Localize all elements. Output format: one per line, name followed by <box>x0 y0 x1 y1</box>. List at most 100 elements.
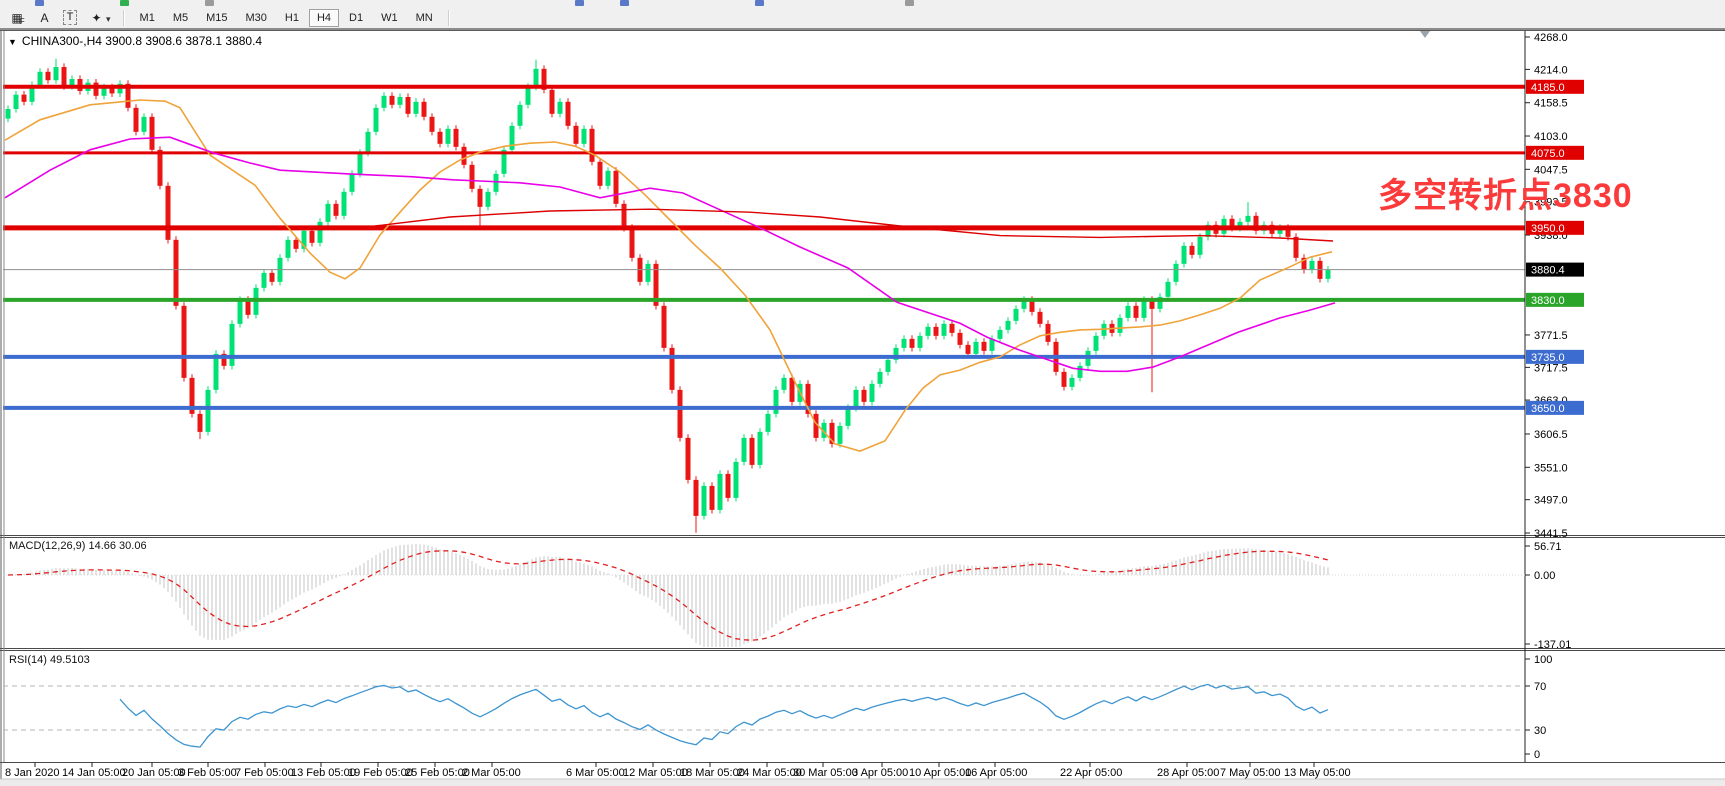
macd-indicator-label: MACD(12,26,9) 14.66 30.06 <box>9 540 147 552</box>
tf-button-m30[interactable]: M30 <box>245 11 267 24</box>
dropdown-caret-icon[interactable]: ▾ <box>106 14 111 24</box>
date-tick-label: 14 Jan 05:00 <box>62 767 126 779</box>
price-tick-label: 3606.5 <box>1534 429 1568 441</box>
date-tick-label: 7 May 05:00 <box>1220 767 1281 779</box>
toolbar-fragment <box>620 0 629 6</box>
date-tick-label: 19 Feb 05:00 <box>348 767 413 779</box>
tf-button-h4[interactable]: H4 <box>308 8 340 27</box>
price-tag: 3880.4 <box>1526 262 1584 277</box>
chart-window-border <box>0 28 1725 30</box>
toolbar-fragment <box>575 0 584 6</box>
date-tick-label: 13 Feb 05:00 <box>291 767 356 779</box>
date-tick-label: 3 Apr 05:00 <box>852 767 908 779</box>
symbol-caret-icon[interactable]: ▼ <box>8 37 17 47</box>
date-tick-label: 20 Jan 05:00 <box>122 767 186 779</box>
chart-shift-marker[interactable] <box>1420 31 1430 38</box>
panel-separators <box>0 31 1725 786</box>
macd-axis-label: 0.00 <box>1534 570 1555 582</box>
chart-title: ▼ CHINA300-,H4 3900.8 3908.6 3878.1 3880.… <box>8 34 262 48</box>
svg-text:3735.0: 3735.0 <box>1531 352 1565 364</box>
date-tick-label: 25 Feb 05:00 <box>405 767 470 779</box>
macd-signal-line <box>7 550 1329 641</box>
date-tick-label: 8 Jan 2020 <box>5 767 59 779</box>
drawing-tools-group: ▦ F A T ✦ <box>6 9 110 27</box>
svg-text:3880.4: 3880.4 <box>1531 265 1565 277</box>
rsi-axis-label: 0 <box>1534 749 1540 761</box>
candlestick-series[interactable] <box>5 58 1331 533</box>
cropped-toolbar-row <box>0 0 1725 7</box>
date-tick-label: 2 Mar 05:00 <box>462 767 521 779</box>
tf-button-w1[interactable]: W1 <box>381 11 398 24</box>
chart-window-border <box>0 30 1725 31</box>
svg-text:3650.0: 3650.0 <box>1531 403 1565 415</box>
price-tick-label: 4214.0 <box>1534 64 1568 76</box>
svg-text:3830.0: 3830.0 <box>1531 295 1565 307</box>
price-tick-label: 3717.5 <box>1534 362 1568 374</box>
price-tag: 4075.0 <box>1526 145 1584 160</box>
chart-text-annotation[interactable]: 多空转折点3830 <box>1378 177 1633 215</box>
tf-button-d1[interactable]: D1 <box>349 11 364 24</box>
orange-ma-line <box>4 99 1333 452</box>
price-tick-label: 4103.0 <box>1534 131 1568 143</box>
date-tick-label: 13 May 05:00 <box>1284 767 1351 779</box>
rsi-indicator-label: RSI(14) 49.5103 <box>9 654 90 666</box>
main-toolbar: ▦ F A T ✦ ▾ M1 M5 M15 M30 H1 H4 D1 W1 MN <box>0 7 1725 28</box>
price-tick-label: 4268.0 <box>1534 32 1568 44</box>
toolbar-separator <box>447 9 450 26</box>
horizontal-level-lines[interactable] <box>3 84 1525 410</box>
text-tool-icon[interactable]: T <box>58 9 82 27</box>
date-tick-label: 24 Mar 05:00 <box>737 767 802 779</box>
timeframe-button-group: M1 M5 M15 M30 H1 H4 D1 W1 MN <box>131 8 442 27</box>
price-tick-label: 4047.5 <box>1534 164 1568 176</box>
tf-button-mn[interactable]: MN <box>415 11 433 24</box>
price-tag: 3650.0 <box>1526 400 1584 415</box>
svg-text:4185.0: 4185.0 <box>1531 82 1565 94</box>
macd-panel[interactable]: 56.71 0.00 -137.01 <box>3 541 1571 651</box>
date-tick-label: 3 Feb 05:00 <box>178 767 237 779</box>
rsi-line <box>119 683 1329 748</box>
svg-text:3950.0: 3950.0 <box>1531 223 1565 235</box>
date-tick-label: 18 Mar 05:00 <box>680 767 745 779</box>
date-tick-label: 10 Apr 05:00 <box>909 767 971 779</box>
toolbar-separator <box>122 9 125 26</box>
price-tag: 3735.0 <box>1526 349 1584 364</box>
toolbar-fragment <box>35 0 44 6</box>
date-tick-label: 30 Mar 05:00 <box>793 767 858 779</box>
letter-a-icon[interactable]: A <box>40 10 48 25</box>
chart-window-icon[interactable]: ▦ F <box>11 10 25 26</box>
macd-axis-label: -137.01 <box>1534 639 1571 651</box>
price-tick-label: 3551.0 <box>1534 462 1568 474</box>
toolbar-fragment <box>755 0 764 6</box>
price-tick-label: 3441.5 <box>1534 528 1568 540</box>
price-axis[interactable]: 4268.04214.04158.54103.04047.53993.53938… <box>1524 31 1568 762</box>
rsi-axis-label: 70 <box>1534 681 1546 693</box>
tf-button-m5[interactable]: M5 <box>172 11 189 24</box>
magenta-ma-line <box>4 136 1336 373</box>
moving-averages <box>4 99 1336 452</box>
objects-icon[interactable]: ✦ <box>91 10 101 25</box>
tf-button-h1[interactable]: H1 <box>284 11 299 24</box>
red-ma-line <box>374 208 1334 242</box>
toolbar-fragment <box>905 0 914 6</box>
rsi-axis-label: 100 <box>1534 654 1552 666</box>
macd-axis-label: 56.71 <box>1534 541 1562 553</box>
svg-text:4075.0: 4075.0 <box>1531 148 1565 160</box>
date-tick-label: 12 Mar 05:00 <box>623 767 688 779</box>
rsi-panel[interactable]: 100 70 30 0 <box>3 654 1552 761</box>
price-tag: 3830.0 <box>1526 292 1584 307</box>
chart-title-text: CHINA300-,H4 3900.8 3908.6 3878.1 3880.4 <box>21 34 263 48</box>
rsi-axis-label: 30 <box>1534 725 1546 737</box>
toolbar-fragment <box>205 0 214 6</box>
toolbar-fragment <box>120 0 129 6</box>
tf-button-m15[interactable]: M15 <box>206 11 228 24</box>
date-tick-label: 28 Apr 05:00 <box>1157 767 1219 779</box>
date-tick-label: 16 Apr 05:00 <box>965 767 1027 779</box>
date-tick-label: 22 Apr 05:00 <box>1060 767 1122 779</box>
tf-button-m1[interactable]: M1 <box>139 11 155 24</box>
price-tick-label: 3993.5 <box>1534 197 1568 209</box>
price-tag: 4185.0 <box>1526 79 1584 94</box>
price-tick-label: 4158.5 <box>1534 98 1568 110</box>
price-tick-label: 3497.0 <box>1534 495 1568 507</box>
